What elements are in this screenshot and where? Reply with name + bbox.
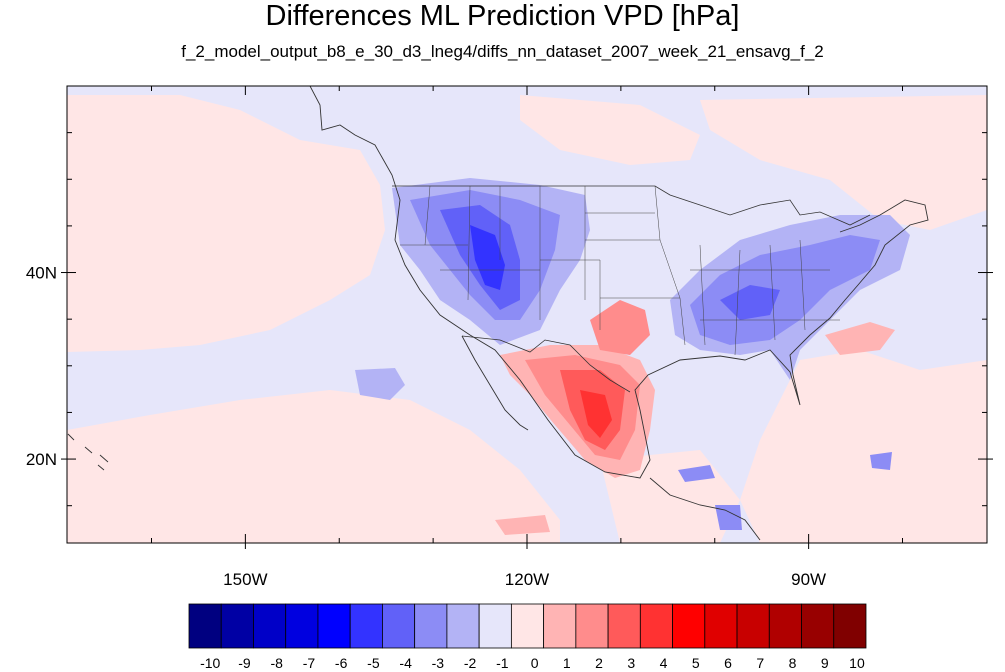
colorbar-label: 6 [724,655,732,671]
colorbar-label: 9 [821,655,829,671]
colorbar-swatch [833,603,867,649]
negative-anomaly-patch [715,505,742,530]
ocean-positive-region [520,95,700,165]
lon-tick-label: 150W [223,570,267,589]
colorbar-label: -4 [399,655,412,671]
colorbar-swatch [607,603,641,649]
state-lines [400,185,840,356]
positive-anomaly-mexico [580,390,612,438]
difference-field [67,86,987,543]
positive-anomaly-patch [495,515,550,535]
colorbar-swatch [510,603,545,649]
map-title: Differences ML Prediction VPD [hPa] [265,0,740,32]
lon-tick-label: 90W [791,570,826,589]
colorbar-swatch [382,603,416,649]
colorbar-swatch [220,603,254,649]
lat-tick-label: 20N [26,450,57,469]
us-border [461,335,631,393]
colorbar-label: -10 [200,655,220,671]
colorbar-label: 5 [692,655,700,671]
colorbar-swatch [704,603,738,649]
coastline [649,477,761,541]
colorbar-label: 8 [789,655,797,671]
negative-anomaly-patch [678,465,715,482]
colorbar-label: 4 [660,655,668,671]
us-border [392,185,871,226]
colorbar-swatch [575,603,609,649]
coastline [461,335,529,431]
negative-anomaly-patch [870,452,892,470]
colorbar-label: -1 [496,655,509,671]
colorbar-label: 0 [531,655,539,671]
colorbar-label: 7 [756,655,764,671]
colorbar-swatch [801,603,835,649]
colorbar-label: -2 [464,655,477,671]
colorbar-swatch [253,603,287,649]
map-axes: 150W 120W 90W 40N 20N [26,86,993,589]
colorbar-swatch [478,603,512,649]
ocean-positive-region [67,390,560,543]
lon-tick-label: 120W [505,570,549,589]
coastline-hawaii [67,433,109,471]
map-panel [66,85,988,544]
negative-anomaly-east [720,285,780,320]
colorbar-swatch [736,603,770,649]
colorbar-swatch [349,603,383,649]
colorbar-label: 1 [563,655,571,671]
colorbar-swatch [414,603,448,649]
colorbar-label: 3 [627,655,635,671]
positive-anomaly-patch [825,322,895,355]
ocean-positive-region [700,95,987,230]
colorbar-label: 2 [595,655,603,671]
colorbar-label: 10 [849,655,865,671]
ocean-positive-region [740,350,987,543]
colorbar-swatch [672,603,706,649]
colorbar-swatch [188,603,222,649]
colorbar-label: -5 [367,655,380,671]
colorbar-swatch [543,603,577,649]
colorbar-label: -7 [303,655,316,671]
positive-anomaly-texas [590,300,650,355]
colorbar-label: -8 [270,655,283,671]
colorbar-swatch [768,603,802,649]
colorbar-label: -6 [335,655,348,671]
colorbar-swatch [446,603,480,649]
colorbar-label: -9 [238,655,251,671]
negative-anomaly-west [470,225,505,290]
coastline [309,86,929,479]
ocean-positive-region [67,95,385,352]
colorbar-swatch [639,603,673,649]
colorbar: -10 -9 -8 -7 -6 -5 -4 -3 -2 -1 0 1 2 3 4 5 6 7 8 9 10 [188,603,867,671]
lat-tick-label: 40N [26,264,57,283]
colorbar-swatch [317,603,351,649]
negative-anomaly-patch [355,368,405,400]
colorbar-swatch [285,603,319,649]
map-subtitle: f_2_model_output_b8_e_30_d3_lneg4/diffs_… [181,42,824,61]
colorbar-label: -3 [432,655,445,671]
